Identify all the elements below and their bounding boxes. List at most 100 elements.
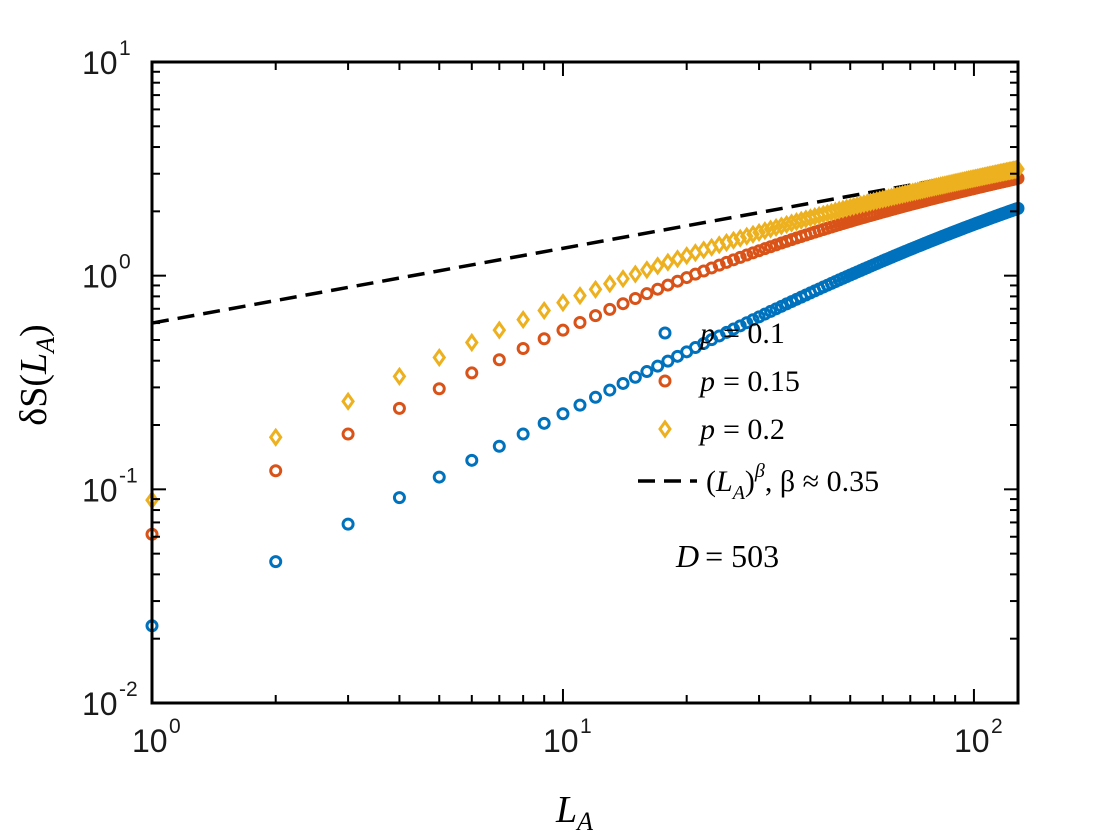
data-point — [492, 353, 506, 367]
y-tick-exponent: -2 — [119, 678, 138, 701]
data-point — [556, 293, 570, 313]
y-tick-label: 10 — [82, 259, 118, 295]
data-point — [573, 398, 587, 412]
legend-marker-2 — [658, 374, 672, 388]
annotation-D: D = 503 — [675, 538, 779, 574]
legend-label-3: p = 0.2 — [698, 413, 785, 446]
data-point — [464, 332, 479, 353]
data-point — [616, 269, 630, 289]
data-point — [603, 383, 617, 397]
data-point — [341, 517, 355, 531]
data-point — [779, 214, 794, 235]
y-tick-exponent: -1 — [119, 464, 138, 487]
annotation-var: D — [675, 538, 699, 574]
data-point — [392, 401, 406, 415]
data-layer — [145, 159, 1025, 633]
data-point — [616, 297, 630, 311]
x-tick-exponent: 0 — [169, 715, 181, 738]
data-point — [640, 365, 654, 379]
annotation-value: = 503 — [705, 538, 779, 574]
data-point — [712, 258, 726, 272]
data-point — [516, 310, 530, 330]
data-point — [268, 427, 283, 447]
fit-line — [151, 163, 1019, 325]
x-tick-label: 10 — [132, 723, 168, 759]
data-point — [341, 427, 355, 441]
data-point — [573, 286, 587, 306]
axes-layer: 10 0 10 1 10 210 -210 -110 010 1 — [82, 37, 1020, 759]
series-1 — [145, 201, 1025, 633]
data-point — [758, 221, 772, 241]
data-point — [465, 453, 479, 467]
data-point — [733, 250, 747, 264]
data-point — [746, 224, 760, 244]
x-tick-label: 10 — [543, 723, 579, 759]
data-point — [589, 309, 603, 323]
data-point — [740, 316, 754, 330]
x-tick-label: 10 — [954, 723, 990, 759]
data-point — [651, 282, 665, 296]
data-point — [392, 491, 406, 505]
y-tick-exponent: 0 — [119, 251, 131, 274]
data-point — [628, 264, 643, 284]
y-tick-exponent: 1 — [119, 37, 131, 60]
legend-marker-1 — [658, 326, 672, 340]
data-point — [752, 222, 766, 243]
data-point — [432, 470, 446, 484]
series-2 — [145, 171, 1025, 541]
data-point — [603, 302, 617, 316]
data-point — [392, 366, 407, 386]
data-point — [640, 287, 654, 301]
data-point — [727, 253, 741, 267]
data-point — [537, 332, 551, 346]
data-point — [640, 260, 654, 280]
y-tick-label: 10 — [82, 472, 118, 508]
data-point — [752, 244, 766, 258]
axes-box — [150, 60, 1020, 705]
y-tick-label: 10 — [82, 45, 118, 81]
data-point — [740, 248, 754, 262]
data-point — [432, 347, 447, 368]
data-point — [537, 416, 551, 430]
data-point — [573, 316, 587, 330]
data-point — [661, 252, 675, 272]
legend-label-2: p = 0.15 — [698, 365, 800, 398]
data-point — [465, 366, 479, 380]
legend-fit-label: (LA)β, β ≈ 0.35 — [706, 460, 879, 504]
data-point — [769, 217, 783, 238]
data-point — [588, 279, 603, 300]
data-point — [492, 320, 507, 340]
data-point — [628, 370, 642, 384]
legend: p = 0.1 p = 0.15 p = 0.2 (LA)β, β ≈ 0.35 — [638, 317, 879, 504]
data-point — [341, 391, 355, 411]
data-point — [516, 427, 530, 441]
data-point — [269, 464, 283, 478]
data-point — [763, 219, 778, 239]
data-point — [432, 382, 446, 396]
data-point — [589, 390, 603, 404]
data-point — [628, 291, 642, 305]
data-point — [516, 342, 530, 356]
data-point — [556, 323, 570, 337]
data-point — [733, 319, 747, 333]
data-point — [269, 555, 283, 569]
x-tick-exponent: 2 — [991, 715, 1003, 738]
data-point — [602, 274, 617, 294]
legend-marker-3 — [658, 419, 672, 439]
data-point — [661, 354, 675, 368]
legend-label-1: p = 0.1 — [698, 317, 785, 350]
data-point — [616, 376, 630, 390]
data-point — [774, 216, 789, 236]
data-point — [651, 359, 665, 373]
data-point — [720, 255, 734, 269]
data-point — [537, 300, 552, 321]
data-point — [650, 256, 665, 276]
data-point — [556, 407, 570, 421]
data-point — [492, 439, 506, 453]
x-tick-exponent: 1 — [580, 715, 592, 738]
series-3 — [145, 159, 1025, 510]
y-tick-label: 10 — [82, 686, 118, 722]
x-axis-label: LA — [555, 789, 593, 836]
